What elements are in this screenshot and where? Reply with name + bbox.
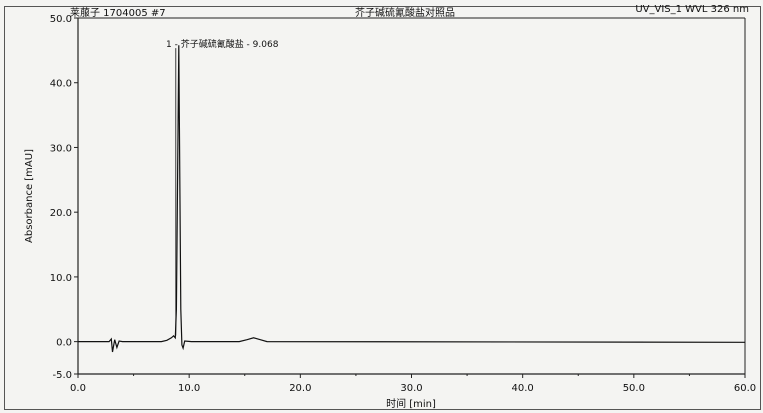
x-tick-label: 60.0: [734, 383, 756, 394]
chromatogram-trace: [78, 45, 746, 353]
y-tick-label: 10.0: [50, 273, 72, 284]
x-tick-label: 40.0: [512, 383, 534, 394]
y-axis-label: Absorbance [mAU]: [24, 149, 35, 243]
x-tick-label: 50.0: [623, 383, 645, 394]
chart-frame: [4, 6, 761, 410]
channel-label: UV_VIS_1 WVL 326 nm: [635, 4, 749, 15]
x-tick-label: 0.0: [70, 383, 86, 394]
x-axis-label: 时间 [min]: [386, 397, 436, 410]
y-tick-label: 50.0: [50, 14, 72, 25]
x-tick-label: 20.0: [289, 383, 311, 394]
sample-name: 莱菔子 1704005 #7: [70, 8, 166, 19]
x-tick-label: 30.0: [400, 383, 422, 394]
y-tick-label: 0.0: [56, 338, 72, 349]
peak-label: 1 - 芥子碱硫氰酸盐 - 9.068: [166, 38, 279, 50]
chart-title: 芥子碱硫氰酸盐对照品: [355, 8, 455, 19]
y-tick-label: 30.0: [50, 143, 72, 154]
y-tick-label: -5.0: [52, 370, 72, 381]
y-tick-label: 20.0: [50, 208, 72, 219]
x-tick-label: 10.0: [178, 383, 200, 394]
y-tick-label: 40.0: [50, 79, 72, 90]
